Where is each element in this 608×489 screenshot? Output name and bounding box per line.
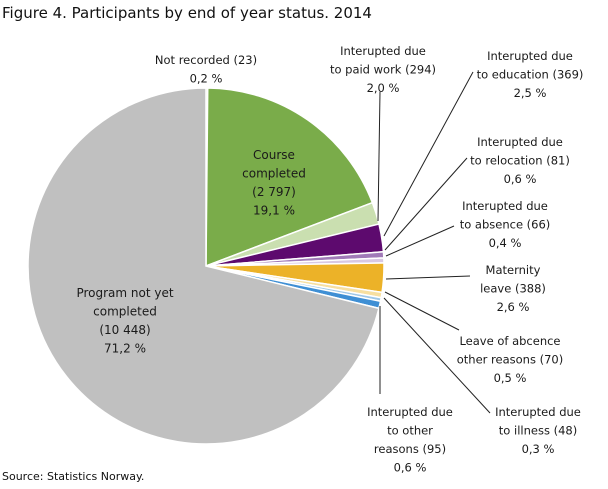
slice-label-line: to other [387,424,433,438]
slice-label-line: to relocation (81) [470,154,570,168]
slice-label-line: Leave of abcence [459,334,560,348]
slice-label-line: to absence (66) [460,218,551,232]
leader-line [384,157,468,251]
slice-label-line: 2,5 % [514,86,547,100]
slice-label-line: Maternity [486,263,541,277]
slice-label: Program not yet completed (10 448) 71,2 % [76,286,173,356]
slice-label-line: Program not yet [76,286,173,300]
leader-line [377,91,381,222]
slice-label-line: 0,4 % [489,236,522,250]
slice-label: Interupted due to other reasons (95) 0,6 % [367,405,453,475]
slice-label-line: 0,6 % [504,172,537,186]
slice-label-line: leave (388) [480,282,546,296]
slice-label-line: Not recorded (23) [155,53,257,67]
slice-label: Course completed (2 797) 19,1 % [242,148,306,218]
source-note: Source: Statistics Norway. [2,470,145,483]
slice-label-line: to education (369) [477,68,584,82]
slice-label-line: Interupted due [487,49,573,63]
slice-label-line: 71,2 % [104,342,146,356]
slice-label-line: (10 448) [99,323,150,337]
slice-label-line: 0,5 % [494,371,527,385]
slice-label: Interupted due to paid work (294) 2,0 % [330,44,436,95]
slice-label-line: Interupted due [495,405,581,419]
slice-label-line: (2 797) [252,185,296,199]
slice-label: Interupted due to absence (66) 0,4 % [460,199,551,250]
chart-title: Figure 4. Participants by end of year st… [2,4,372,22]
leader-line [383,297,491,414]
slice-label: Maternity leave (388) 2,6 % [480,263,546,314]
slice-label-line: 2,6 % [497,300,530,314]
slice-label-line: to illness (48) [499,424,577,438]
slice-label: Interupted due to education (369) 2,5 % [477,49,584,100]
slice-label-line: 19,1 % [253,204,295,218]
pie-slice [27,87,380,445]
slice-label-line: 0,2 % [190,72,223,86]
slice-label-line: to paid work (294) [330,63,436,77]
slice-label-line: other reasons (70) [457,353,563,367]
slice-label-line: 0,6 % [394,461,427,475]
slice-label: Interupted due to relocation (81) 0,6 % [470,135,570,186]
slice-label: Interupted due to illness (48) 0,3 % [495,405,581,456]
leader-line [385,275,471,280]
pie-slice [205,87,374,268]
slice-label-line: reasons (95) [374,442,446,456]
slice-label-line: Interupted due [462,199,548,213]
leader-line [385,225,455,257]
slice-label-line: 0,3 % [522,442,555,456]
slice-label-line: 2,0 % [367,81,400,95]
slice-label-line: Interupted due [367,405,453,419]
slice-label-line: completed [242,167,306,181]
slice-label-line: Interupted due [477,135,563,149]
slice-label: Leave of abcence other reasons (70) 0,5 % [457,334,563,385]
leader-line [383,71,474,237]
slice-label-line: Course [253,148,295,162]
slice-label-line: Interupted due [340,44,426,58]
slice-label: Not recorded (23) 0,2 % [155,53,257,86]
leader-line [384,291,460,331]
slice-label-line: completed [93,305,157,319]
